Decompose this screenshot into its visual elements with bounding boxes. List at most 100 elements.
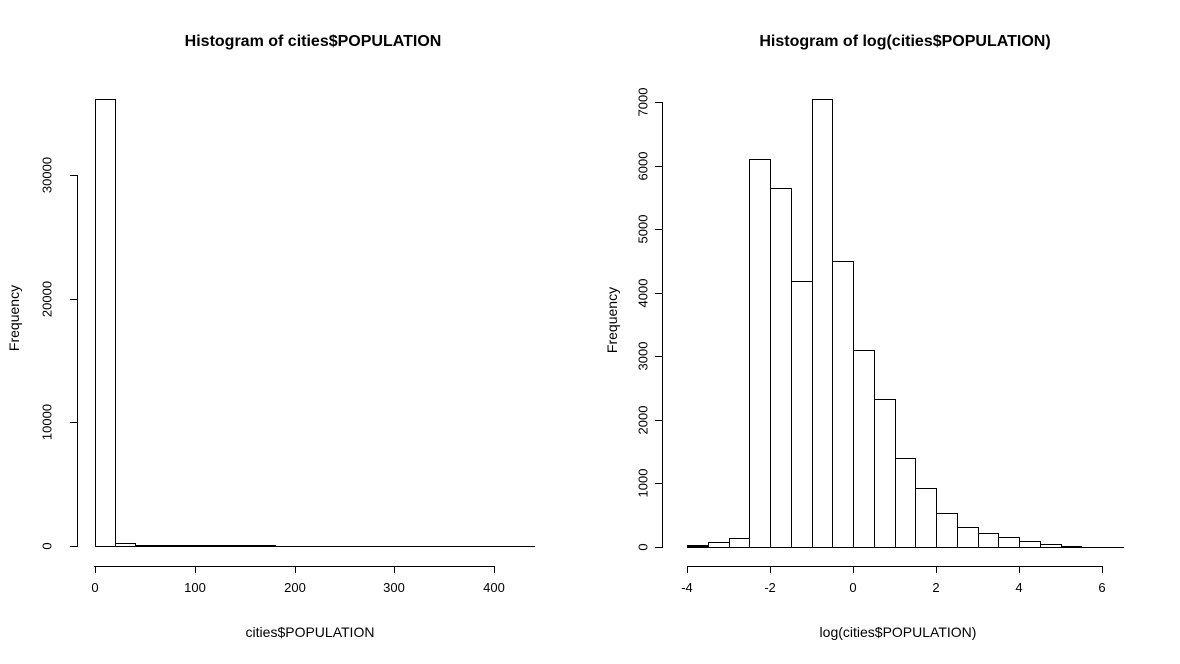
histogram-bar — [957, 527, 979, 548]
x-tick-mark — [494, 566, 495, 573]
y-axis-label-right: Frequency — [604, 286, 620, 354]
histogram-bar — [135, 545, 156, 547]
histogram-bar — [454, 546, 475, 547]
y-tick-mark — [655, 483, 662, 484]
x-axis-label-right: log(cities$POPULATION) — [819, 624, 977, 640]
x-tick-label: 6 — [1098, 580, 1106, 595]
histogram-bar — [853, 350, 875, 548]
y-axis-line-right — [662, 102, 663, 548]
histogram-bar — [494, 546, 515, 547]
y-tick-mark — [655, 229, 662, 230]
x-tick-label: 200 — [284, 580, 306, 595]
y-tick-label: 7000 — [635, 87, 651, 117]
x-tick-label: 400 — [483, 580, 505, 595]
y-tick-mark — [70, 422, 77, 423]
histogram-bar — [936, 513, 958, 548]
histogram-bar — [978, 533, 999, 548]
x-tick-label: -4 — [681, 580, 693, 595]
y-tick-label: 0 — [39, 542, 55, 550]
plot-title-right: Histogram of log(cities$POPULATION) — [759, 33, 1051, 50]
histogram-bar — [235, 545, 256, 547]
histogram-bar — [95, 99, 116, 547]
histogram-bar — [770, 188, 792, 548]
y-axis-line-left — [77, 175, 78, 547]
histogram-bar — [155, 545, 176, 547]
plot-title-left: Histogram of cities$POPULATION — [184, 33, 442, 50]
x-tick-mark — [853, 566, 854, 573]
x-tick-mark — [936, 566, 937, 573]
histogram-bar — [334, 546, 355, 547]
x-tick-label: 0 — [849, 580, 857, 595]
histogram-bar — [708, 542, 730, 548]
y-tick-mark — [70, 546, 77, 547]
histogram-bar — [1040, 544, 1062, 548]
x-tick-label: 4 — [1015, 580, 1023, 595]
histogram-bar — [729, 538, 750, 548]
y-tick-mark — [655, 293, 662, 294]
x-tick-mark — [1019, 566, 1020, 573]
y-tick-mark — [70, 175, 77, 176]
histogram-bar — [832, 261, 854, 548]
histogram-bar — [295, 546, 315, 547]
x-tick-mark — [394, 566, 395, 573]
histogram-bar — [275, 546, 296, 547]
histogram-bar — [895, 458, 916, 548]
histogram-bar — [474, 546, 495, 547]
y-tick-label: 0 — [635, 543, 651, 551]
y-tick-label: 5000 — [635, 214, 651, 244]
x-axis-label-left: cities$POPULATION — [245, 624, 375, 640]
histogram-bar — [195, 545, 216, 547]
histogram-bar — [354, 546, 375, 547]
y-tick-label: 10000 — [39, 403, 55, 441]
histogram-bar — [394, 546, 415, 547]
histogram-bar — [812, 99, 833, 548]
x-tick-label: -2 — [764, 580, 776, 595]
y-axis-label-left: Frequency — [6, 284, 22, 352]
histogram-bar — [514, 546, 535, 547]
histogram-bar — [314, 546, 335, 547]
histogram-bar — [915, 488, 937, 548]
x-tick-mark — [687, 566, 688, 573]
y-tick-label: 3000 — [635, 341, 651, 371]
histogram-bar — [1061, 546, 1082, 548]
x-axis-line-left — [94, 566, 494, 567]
y-tick-mark — [655, 166, 662, 167]
histogram-bar — [215, 545, 236, 547]
histogram-bar — [115, 543, 136, 547]
y-tick-mark — [655, 102, 662, 103]
histogram-bar — [687, 545, 709, 548]
histogram-bar — [874, 399, 896, 548]
histogram-bar — [791, 281, 813, 548]
x-tick-mark — [295, 566, 296, 573]
x-tick-label: 100 — [184, 580, 206, 595]
y-tick-label: 4000 — [635, 278, 651, 308]
histogram-bar — [434, 546, 455, 547]
x-tick-mark — [1102, 566, 1103, 573]
x-tick-mark — [195, 566, 196, 573]
y-tick-label: 30000 — [39, 156, 55, 194]
x-axis-line-right — [687, 566, 1103, 567]
histogram-bar — [374, 546, 395, 547]
y-tick-label: 6000 — [635, 151, 651, 181]
histogram-bar — [175, 545, 196, 547]
y-tick-label: 2000 — [635, 405, 651, 435]
y-tick-label: 20000 — [39, 280, 55, 318]
y-tick-mark — [655, 547, 662, 548]
x-tick-mark — [95, 566, 96, 573]
y-tick-mark — [655, 420, 662, 421]
histogram-bar — [1102, 547, 1124, 548]
x-tick-label: 0 — [91, 580, 99, 595]
y-tick-label: 1000 — [635, 468, 651, 498]
histogram-bar — [1019, 541, 1041, 548]
y-tick-mark — [70, 299, 77, 300]
y-tick-mark — [655, 356, 662, 357]
histogram-bar — [1081, 547, 1103, 548]
x-tick-mark — [770, 566, 771, 573]
x-tick-label: 2 — [932, 580, 940, 595]
x-tick-label: 300 — [383, 580, 405, 595]
histogram-bar — [414, 546, 435, 547]
histogram-bar — [749, 159, 771, 548]
histogram-bar — [998, 537, 1020, 548]
histogram-bar — [255, 545, 276, 547]
